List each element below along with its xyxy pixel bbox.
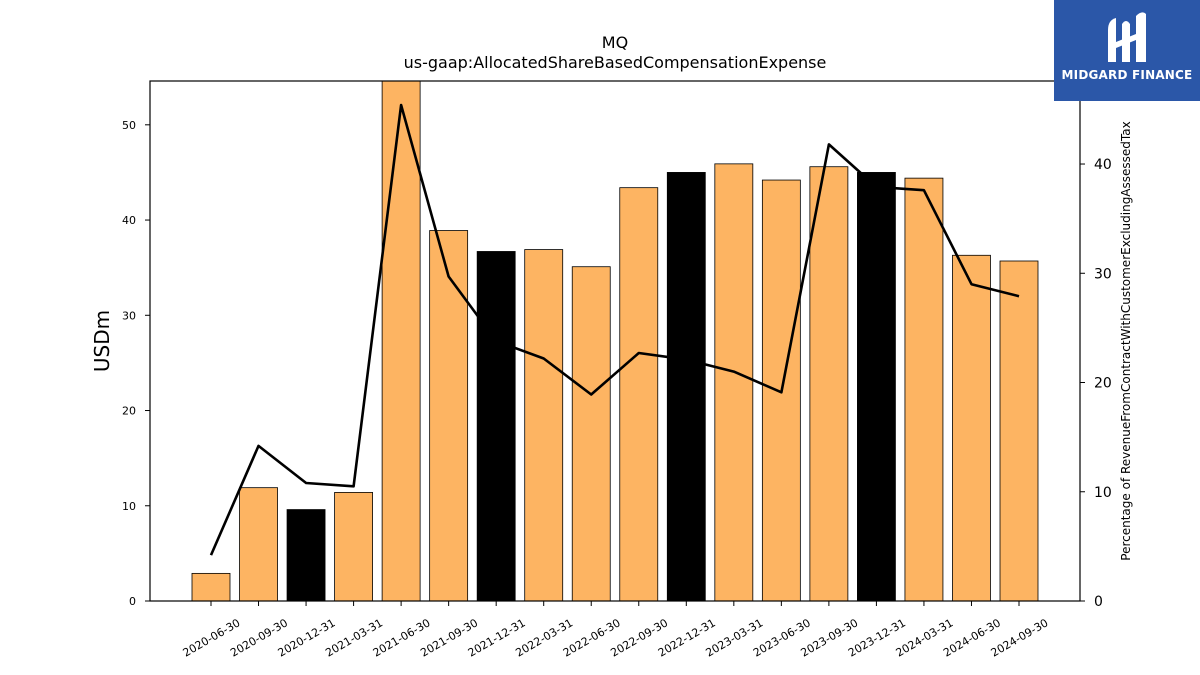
bar-2021-06-30 — [381, 80, 421, 602]
y2-tick-label: 0 — [1094, 594, 1103, 610]
logo-text: MIDGARD FINANCE — [1061, 68, 1193, 82]
bar-2021-12-31 — [476, 251, 516, 602]
y2-axis-label: Percentage of RevenueFromContractWithCus… — [1119, 121, 1133, 560]
y2-tick-label: 20 — [1094, 376, 1112, 392]
y-axis-left: 0 10 20 30 40 50 — [122, 119, 150, 608]
y-axis-label: USDm — [90, 310, 114, 372]
y-tick-label: 0 — [129, 595, 136, 608]
bar-series — [191, 80, 1039, 602]
bar-2020-09-30 — [239, 487, 278, 602]
logo-mark-icon — [1108, 12, 1146, 62]
y-tick-label: 50 — [122, 119, 136, 132]
bar-2023-03-31 — [714, 163, 754, 602]
bar-2024-06-30 — [952, 254, 991, 602]
bar-2022-09-30 — [619, 187, 659, 602]
line-series — [209, 103, 1020, 556]
bar-2023-12-31 — [857, 172, 896, 602]
bar-2022-06-30 — [571, 266, 611, 602]
y2-tick-label: 40 — [1094, 157, 1112, 173]
bar-2021-09-30 — [429, 230, 469, 602]
midgard-finance-logo: MIDGARD FINANCE — [1054, 0, 1200, 101]
y-tick-label: 40 — [122, 214, 136, 227]
y2-tick-label: 10 — [1094, 485, 1112, 501]
chart-title: MQ — [602, 33, 628, 52]
bar-2023-09-30 — [809, 166, 849, 602]
percentage-line — [209, 103, 1020, 556]
y-tick-label: 10 — [122, 500, 136, 513]
bar-2020-06-30 — [191, 572, 231, 602]
chart-subtitle: us-gaap:AllocatedShareBasedCompensationE… — [404, 53, 827, 72]
x-axis: 2020-06-302020-09-302020-12-312021-03-31… — [181, 601, 1051, 660]
y2-tick-label: 30 — [1094, 266, 1112, 282]
y-axis-right: 0 10 20 30 40 — [1080, 157, 1112, 610]
bar-2020-12-31 — [286, 509, 326, 602]
bar-2022-12-31 — [666, 172, 706, 602]
y-tick-label: 30 — [122, 309, 136, 322]
bar-2022-03-31 — [524, 249, 564, 602]
bar-2021-03-31 — [334, 492, 373, 602]
y-tick-label: 20 — [122, 405, 136, 418]
bar-2024-03-31 — [904, 177, 944, 602]
plot-frame — [149, 80, 1081, 602]
bar-2024-09-30 — [999, 260, 1039, 602]
